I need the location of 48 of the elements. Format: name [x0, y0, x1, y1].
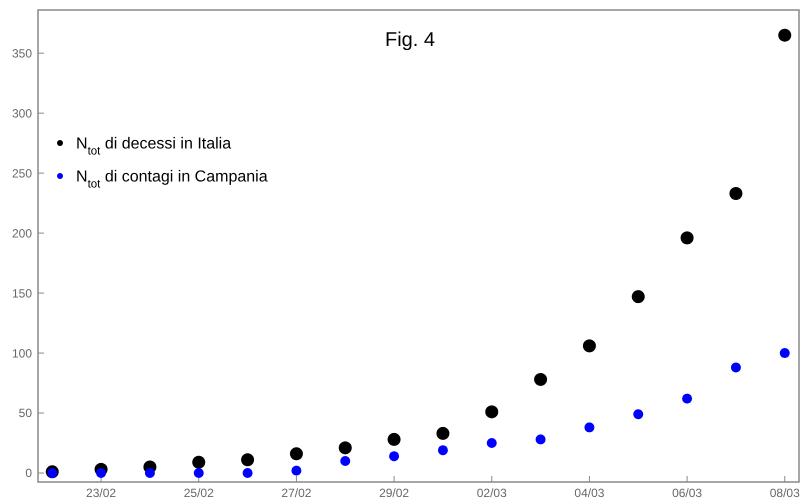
point — [729, 187, 742, 200]
y-tick-label: 350 — [12, 46, 32, 60]
point — [682, 394, 692, 404]
y-tick-label: 250 — [12, 166, 32, 180]
point — [242, 468, 253, 478]
point — [534, 372, 548, 386]
legend-label: N$_{tot}$ di decessi in Italia — [76, 136, 232, 158]
point — [96, 468, 106, 478]
y-tick-label: 50 — [18, 406, 32, 420]
point — [486, 438, 497, 448]
point — [290, 447, 303, 460]
point — [780, 348, 790, 358]
y-tick-label: 300 — [12, 106, 32, 120]
x-tick-label: 06/03 — [672, 486, 702, 500]
point — [438, 445, 448, 456]
x-tick-label: 27/02 — [281, 486, 312, 500]
y-tick-label: 0 — [25, 466, 32, 480]
point — [388, 432, 401, 446]
point — [485, 405, 498, 418]
point — [680, 231, 694, 244]
x-tick-label: 29/02 — [379, 486, 410, 500]
x-tick-label: 08/03 — [770, 486, 800, 500]
point — [389, 451, 400, 462]
point — [194, 468, 204, 478]
text: Fig. 4 — [384, 29, 436, 51]
point — [291, 466, 302, 476]
y-tick-label: 150 — [12, 286, 32, 300]
point — [536, 434, 546, 444]
y-tick-label: 200 — [12, 226, 32, 240]
x-tick-label: 02/03 — [476, 486, 508, 500]
y-tick-label: 100 — [12, 346, 32, 360]
point — [730, 362, 741, 372]
x-tick-label: 04/03 — [574, 486, 605, 500]
point — [340, 456, 350, 466]
point — [192, 456, 206, 469]
x-tick-label: 23/02 — [86, 486, 116, 500]
point — [47, 468, 58, 478]
x-tick-label: 25/02 — [184, 486, 214, 500]
legend-label: N$_{tot}$ di contagi in Campania — [76, 168, 268, 191]
point — [436, 426, 450, 440]
point — [241, 453, 254, 466]
point — [633, 409, 644, 420]
point — [584, 422, 594, 432]
point — [338, 441, 352, 454]
point — [144, 468, 155, 478]
point — [778, 28, 792, 42]
point — [632, 290, 645, 304]
point — [582, 339, 596, 352]
